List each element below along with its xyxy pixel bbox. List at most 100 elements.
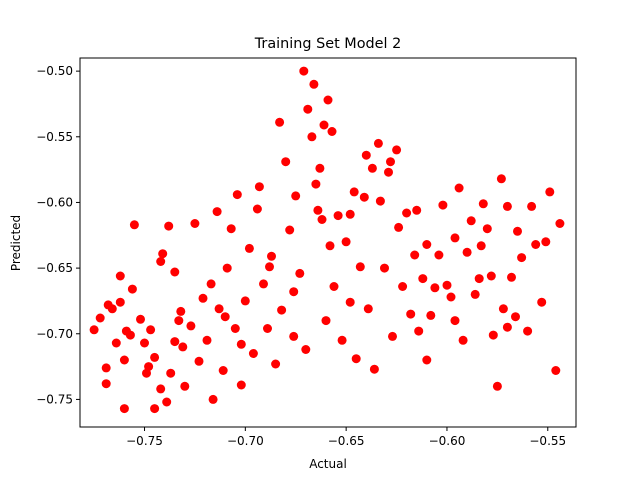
data-point	[236, 339, 246, 349]
data-point	[373, 138, 383, 148]
data-point	[496, 174, 506, 184]
data-points	[89, 66, 565, 414]
data-point	[115, 297, 125, 307]
data-point	[531, 240, 541, 249]
data-point	[232, 190, 242, 200]
data-point	[450, 233, 460, 243]
x-tick-label: −0.65	[328, 434, 365, 448]
data-point	[202, 335, 212, 345]
data-point	[285, 225, 295, 235]
data-point	[474, 274, 484, 284]
data-point	[359, 192, 369, 202]
y-tick-label: −0.65	[36, 261, 73, 275]
data-point	[369, 364, 379, 374]
data-point	[107, 304, 117, 314]
x-tick-label: −0.60	[429, 434, 466, 448]
data-point	[174, 316, 184, 326]
y-tick-label: −0.60	[36, 195, 73, 209]
data-point	[555, 219, 565, 228]
data-point	[150, 352, 160, 362]
data-point	[507, 272, 516, 282]
data-point	[466, 216, 476, 226]
data-point	[271, 359, 281, 369]
data-point	[129, 220, 139, 230]
data-point	[430, 283, 440, 293]
data-point	[309, 79, 319, 89]
data-point	[434, 250, 444, 260]
data-point	[156, 257, 166, 266]
data-point	[206, 279, 216, 289]
data-point	[307, 132, 317, 142]
data-point	[212, 207, 222, 217]
data-point	[345, 209, 355, 219]
data-point	[527, 201, 537, 211]
data-point	[95, 313, 105, 323]
data-point	[265, 262, 274, 272]
data-point	[478, 199, 488, 209]
data-point	[361, 150, 371, 160]
data-point	[454, 183, 464, 193]
data-point	[119, 404, 129, 414]
data-point	[442, 280, 452, 290]
data-point	[263, 324, 272, 333]
y-tick-label: −0.50	[36, 64, 73, 78]
data-point	[537, 297, 547, 307]
data-point	[218, 366, 228, 375]
data-point	[180, 381, 190, 391]
data-point	[170, 337, 180, 347]
data-point	[303, 104, 313, 114]
data-point	[275, 117, 285, 127]
data-point	[162, 397, 172, 407]
data-point	[541, 237, 551, 247]
data-point	[186, 321, 196, 331]
data-point	[470, 289, 480, 299]
data-point	[446, 292, 456, 302]
data-point	[392, 145, 402, 155]
data-point	[289, 287, 299, 297]
data-point	[329, 282, 339, 291]
x-axis: −0.75 −0.70 −0.65 −0.60 −0.55	[126, 427, 566, 448]
data-point	[355, 262, 365, 272]
data-point	[414, 326, 424, 336]
data-point	[101, 363, 111, 373]
data-point	[119, 355, 129, 365]
data-point	[422, 355, 432, 365]
data-point	[198, 293, 208, 303]
data-point	[317, 215, 327, 224]
data-point	[121, 326, 131, 336]
data-point	[410, 250, 420, 260]
data-point	[101, 379, 111, 389]
data-point	[259, 279, 268, 289]
data-point	[375, 196, 385, 206]
data-point	[523, 326, 533, 336]
data-point	[240, 296, 250, 306]
data-point	[136, 314, 145, 324]
data-point	[190, 219, 200, 228]
data-point	[281, 157, 291, 167]
data-point	[214, 304, 224, 314]
x-axis-title: Actual	[309, 457, 347, 471]
data-point	[325, 241, 335, 251]
data-point	[327, 127, 337, 136]
data-point	[488, 330, 498, 340]
data-point	[341, 237, 351, 247]
data-point	[333, 211, 343, 221]
data-point	[166, 368, 176, 378]
data-point	[384, 167, 393, 177]
data-point	[150, 404, 160, 414]
data-point	[482, 224, 492, 234]
data-point	[513, 226, 522, 236]
data-point	[388, 331, 397, 341]
data-point	[244, 243, 254, 253]
data-point	[462, 247, 472, 257]
data-point	[230, 324, 240, 333]
data-point	[545, 187, 555, 197]
data-point	[345, 297, 355, 307]
y-axis-title: Predicted	[9, 215, 23, 271]
data-point	[295, 268, 305, 278]
data-point	[313, 205, 323, 215]
data-point	[289, 331, 299, 341]
data-point	[115, 271, 125, 281]
data-point	[511, 312, 520, 322]
